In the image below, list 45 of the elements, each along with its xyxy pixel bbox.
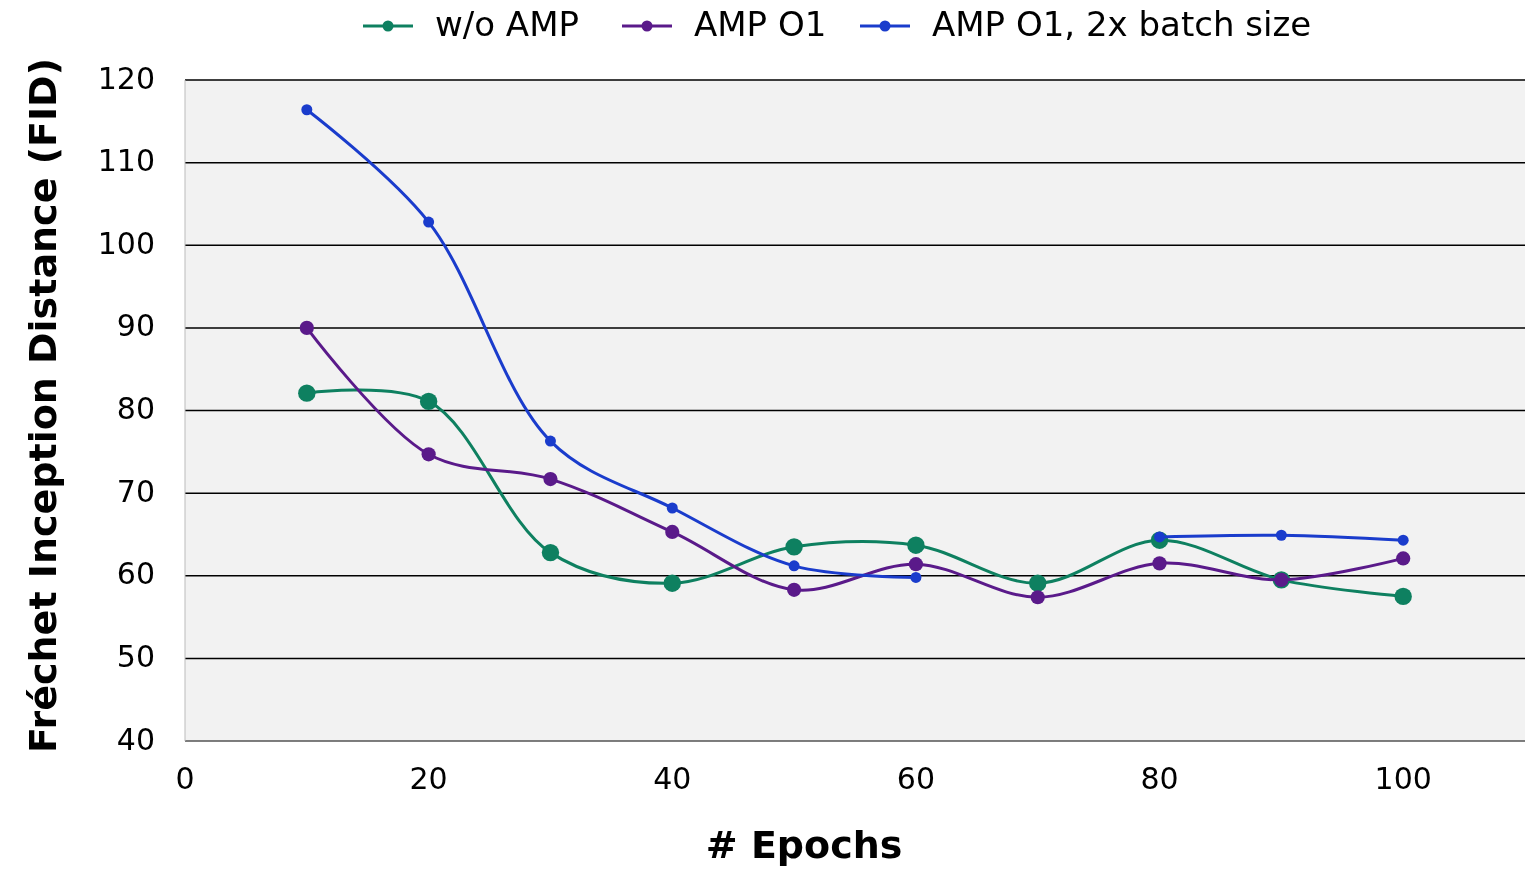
y-tick-label: 50 (116, 638, 155, 674)
point (788, 560, 800, 572)
point (907, 536, 925, 554)
point (541, 543, 560, 562)
point (786, 582, 802, 597)
x-tick-label: 20 (409, 761, 448, 796)
y-tick-label: 80 (116, 391, 155, 426)
point (301, 104, 313, 116)
x-tick-label: 100 (1374, 761, 1432, 796)
point (298, 384, 316, 402)
point (423, 216, 435, 228)
point (1030, 590, 1045, 605)
x-tick-label: 60 (896, 761, 935, 796)
x-tick-label: 80 (1140, 761, 1179, 796)
legend-label: w/o AMP (435, 3, 579, 44)
point (1394, 587, 1412, 606)
point (785, 538, 803, 556)
legend-label: AMP O1 (694, 3, 827, 44)
point (665, 524, 680, 540)
point (1152, 556, 1167, 571)
point (1275, 529, 1287, 541)
point (1397, 534, 1409, 546)
y-tick-label: 40 (116, 721, 155, 757)
point (1029, 574, 1047, 592)
y-tick-label: 110 (97, 143, 155, 179)
x-tick-label: 0 (175, 761, 195, 796)
point (1396, 551, 1411, 566)
point (299, 320, 314, 335)
y-tick-label: 90 (116, 308, 155, 344)
point (544, 435, 556, 447)
point (419, 392, 438, 411)
point (666, 502, 678, 514)
point (908, 557, 924, 572)
y-tick-label: 70 (116, 473, 155, 509)
y-tick-label: 60 (116, 556, 155, 592)
legend-label: AMP O1, 2x batch size (932, 3, 1312, 44)
y-tick-label: 100 (97, 225, 155, 261)
y-axis-title: Fréchet Inception Distance (FID) (21, 57, 65, 754)
x-tick-label: 40 (653, 761, 692, 796)
point (663, 574, 681, 592)
point (543, 471, 558, 487)
y-tick-label: 120 (97, 60, 155, 96)
point (421, 447, 436, 462)
point (910, 571, 922, 583)
x-axis-title: # Epochs (705, 823, 903, 867)
